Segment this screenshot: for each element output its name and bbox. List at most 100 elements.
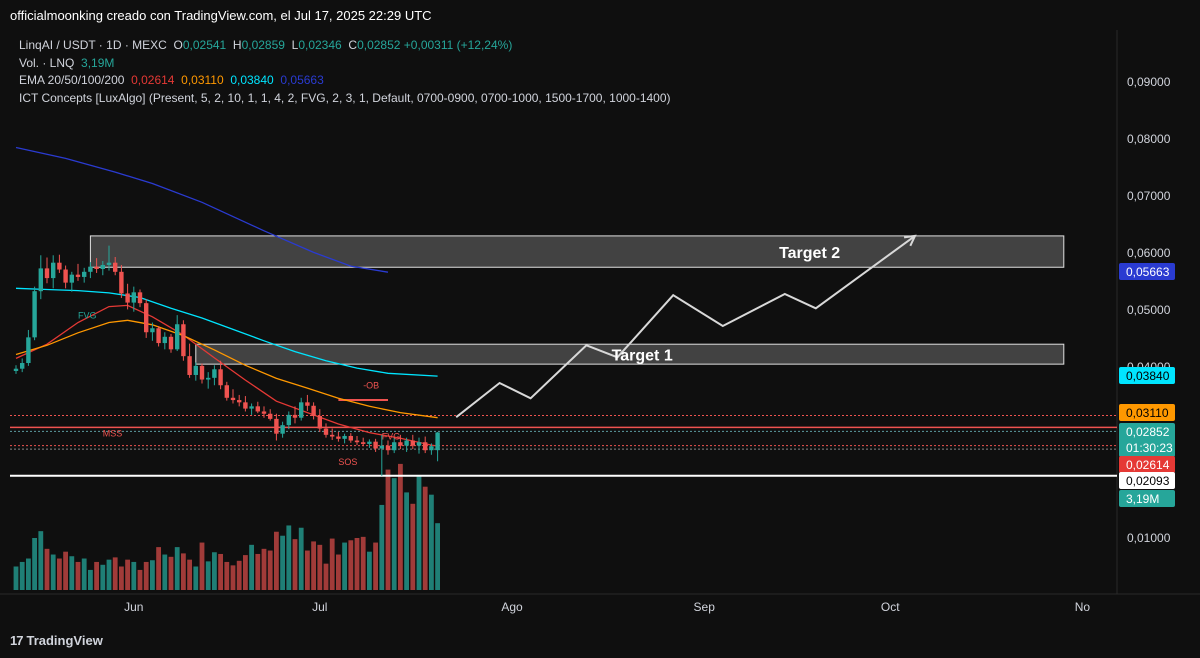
- price-label-text: 3,19M: [1126, 492, 1159, 506]
- price-label-badge: [1119, 472, 1175, 489]
- y-axis-tick: 0,01000: [1127, 531, 1171, 545]
- legend-ema200: 0,05663: [280, 73, 324, 87]
- legend-ema-label[interactable]: EMA 20/50/100/200: [19, 73, 125, 87]
- legend-ema50: 0,03110: [181, 73, 224, 87]
- volume-bar: [143, 561, 149, 590]
- chart-header: officialmoonking creado con TradingView.…: [0, 0, 1200, 30]
- volume-bar: [379, 504, 385, 590]
- volume-bar: [100, 564, 106, 590]
- candle-body: [212, 369, 217, 378]
- tradingview-logo-icon: 17: [10, 633, 24, 648]
- x-axis-tick: Oct: [881, 600, 900, 614]
- volume-bar: [410, 503, 416, 590]
- annotation-label: MSS: [103, 429, 123, 439]
- candle-body: [26, 337, 31, 364]
- price-label-text: 0,02614: [1126, 458, 1170, 472]
- price-label-badge: [1119, 490, 1175, 507]
- volume-bar: [416, 475, 422, 590]
- candle-body: [261, 411, 267, 414]
- candle-body: [20, 363, 25, 369]
- candle-body: [88, 266, 93, 272]
- candle-body: [317, 416, 322, 429]
- candle-body: [75, 274, 81, 277]
- candle-body: [361, 442, 366, 444]
- ema-line-ema50: [15, 319, 438, 419]
- volume-bar: [305, 550, 310, 590]
- candle-body: [280, 425, 285, 434]
- candle-body: [429, 446, 434, 451]
- candle-body: [311, 405, 316, 417]
- annotation-label: -OB: [363, 381, 379, 391]
- candle-body: [373, 441, 378, 449]
- candle-body: [82, 271, 87, 277]
- tradingview-brand: TradingView: [26, 633, 103, 648]
- price-chart[interactable]: FVG -OB FVG MSS SOS Target 2 Target 1 0,09000 0,…: [0, 30, 1200, 624]
- legend-volume-label[interactable]: Vol. · LNQ: [19, 55, 75, 70]
- volume-bar: [88, 569, 93, 590]
- tradingview-logo[interactable]: 17 TradingView: [10, 633, 103, 648]
- volume-bar: [181, 553, 186, 590]
- target-zone-label-1: Target 2: [779, 245, 840, 262]
- volume-bar: [329, 538, 335, 590]
- candle-body: [162, 336, 167, 344]
- candle-body: [255, 406, 260, 412]
- volume-bar: [81, 558, 87, 590]
- legend-low: 0,02346: [298, 38, 342, 52]
- candle-body: [113, 262, 118, 272]
- volume-bar: [367, 551, 372, 590]
- candle-body: [423, 442, 428, 451]
- candle-body: [144, 303, 149, 333]
- volume-bar: [125, 559, 130, 590]
- volume-bar: [174, 547, 180, 590]
- volume-bar: [69, 556, 75, 590]
- candle-body: [94, 266, 99, 269]
- candle-body: [354, 440, 360, 443]
- candle-body: [119, 271, 124, 294]
- price-label-badge: [1119, 367, 1175, 384]
- volume-bar: [106, 559, 112, 590]
- target-zone-label-2: Target 1: [612, 347, 673, 364]
- candle-body: [237, 400, 242, 403]
- legend-symbol[interactable]: LinqAI / USDT · 1D · MEXC: [19, 38, 167, 52]
- candle-body: [38, 268, 43, 292]
- price-label-text: 0,05663: [1126, 265, 1170, 279]
- volume-bar: [261, 548, 267, 590]
- candle-body: [299, 402, 304, 418]
- volume-bar: [44, 548, 50, 590]
- candle-body: [249, 406, 254, 409]
- volume-bar: [156, 547, 161, 590]
- volume-bar: [168, 556, 174, 590]
- legend-close-label: C: [348, 38, 358, 52]
- candle-body: [410, 440, 415, 446]
- candle-body: [69, 274, 74, 283]
- price-label-text: 0,03110: [1126, 406, 1169, 420]
- volume-bar: [354, 538, 360, 590]
- candle-body: [13, 368, 19, 371]
- ema-line-ema20: [15, 304, 438, 447]
- candle-body: [218, 369, 223, 386]
- volume-bar: [267, 550, 273, 590]
- candle-body: [32, 291, 37, 338]
- legend-indicator[interactable]: ICT Concepts [LuxAlgo] (Present, 5, 2, 1…: [19, 90, 671, 105]
- candle-body: [243, 402, 248, 409]
- price-label-countdown: 01:30:23: [1126, 441, 1173, 455]
- volume-bar: [75, 561, 81, 590]
- candle-body: [150, 328, 155, 333]
- volume-bar: [348, 540, 354, 590]
- annotation-label: FVG: [78, 311, 97, 321]
- candle-body: [274, 418, 279, 434]
- legend-change: +0,00311 (+12,24%): [403, 38, 513, 52]
- price-label-text: 0,03840: [1126, 369, 1170, 383]
- volume-bar: [63, 551, 68, 590]
- candle-body: [63, 269, 68, 283]
- candle-body: [379, 445, 384, 449]
- candle-body: [392, 442, 397, 451]
- candle-body: [206, 377, 211, 380]
- legend-open-label: O: [173, 38, 183, 52]
- candle-body: [57, 262, 62, 270]
- candle-body: [44, 268, 50, 279]
- legend-low-label: L: [291, 38, 299, 52]
- legend-open: 0,02541: [182, 38, 227, 52]
- volume-bar: [280, 535, 285, 590]
- x-axis-tick: Ago: [501, 600, 523, 614]
